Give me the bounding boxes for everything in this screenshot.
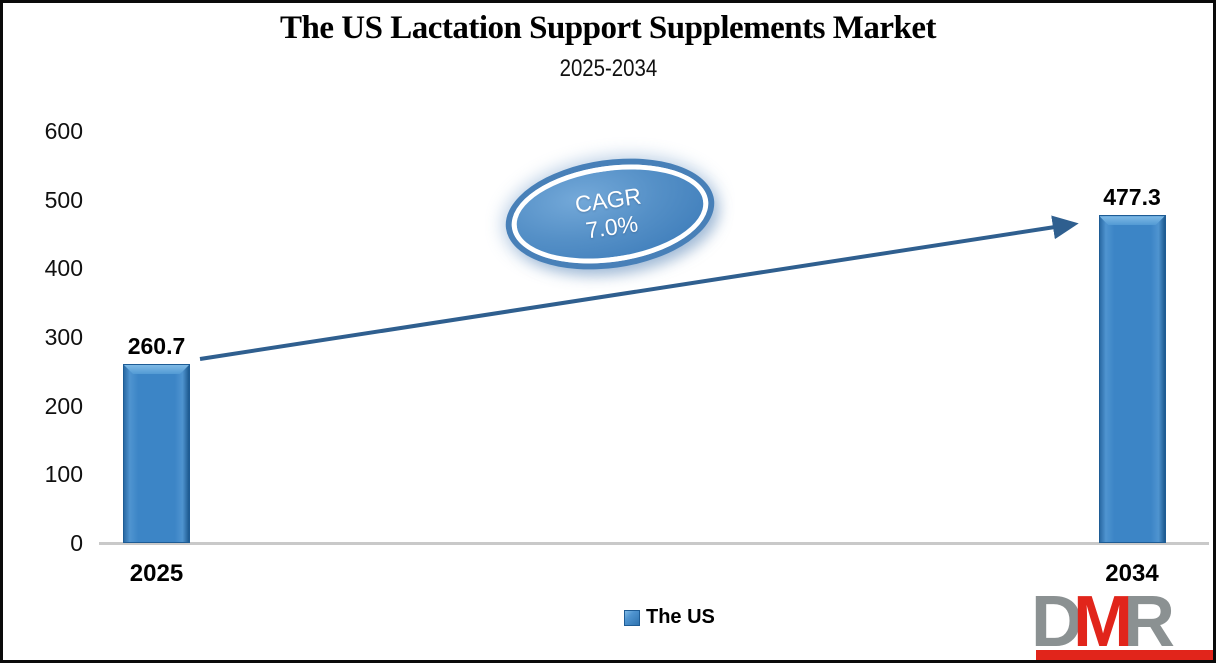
logo-letter-m: M [1073, 582, 1133, 662]
value-label-2025: 260.7 [127, 332, 186, 359]
chart-title: The US Lactation Support Supplements Mar… [280, 10, 936, 46]
legend-label: The US [646, 606, 715, 628]
dmr-logo: DMR [1031, 582, 1213, 662]
logo-letter-d: D [1031, 582, 1083, 662]
x-tick-label-2025: 2025 [129, 560, 184, 587]
y-tick-label: 0 [70, 530, 83, 556]
legend-swatch [624, 609, 640, 626]
cagr-value: 7.0% [584, 210, 640, 244]
y-tick-label: 600 [44, 118, 83, 144]
value-label-2034: 477.3 [1103, 184, 1161, 211]
legend: The US [624, 606, 715, 629]
chart-subtitle-row: 2025-2034 [3, 55, 1213, 83]
bar-2034 [1098, 215, 1166, 543]
bar-2025 [123, 363, 190, 543]
cagr-badge: CAGR 7.0% [505, 152, 715, 276]
y-tick-label: 400 [44, 255, 83, 282]
y-tick-label: 100 [44, 461, 83, 488]
y-tick-label: 500 [44, 186, 83, 213]
chart-subtitle: 2025-2034 [559, 55, 657, 82]
logo-underline [1036, 650, 1213, 660]
logo-letter-r: R [1122, 582, 1175, 662]
y-tick-label: 300 [44, 324, 83, 350]
x-axis-line [99, 542, 1209, 545]
x-tick-label-2034: 2034 [1105, 560, 1159, 587]
y-tick-label: 200 [44, 392, 83, 419]
